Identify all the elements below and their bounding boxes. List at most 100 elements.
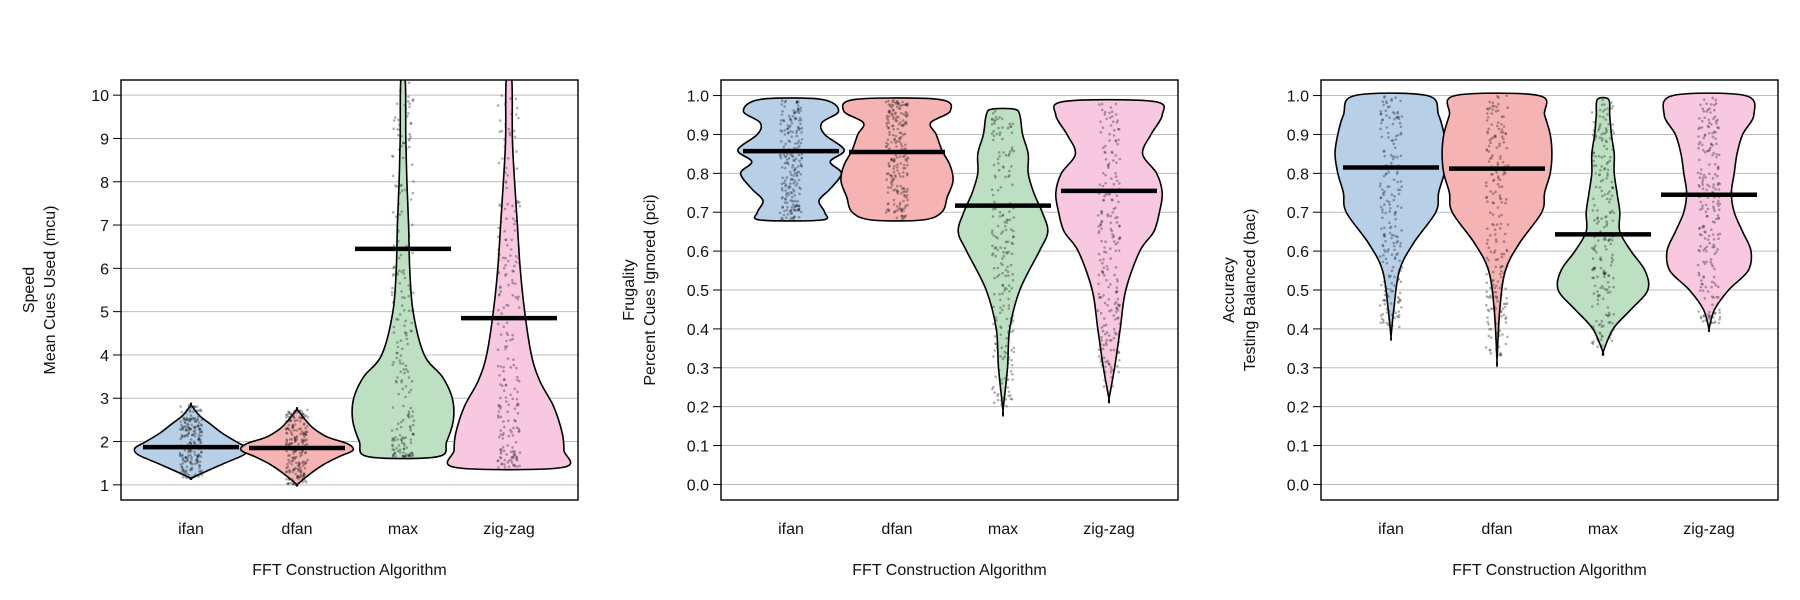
data-point	[1100, 212, 1104, 215]
data-point	[898, 172, 901, 175]
data-point	[1007, 394, 1010, 398]
data-point	[501, 446, 505, 449]
data-point	[197, 475, 200, 478]
data-point	[1707, 118, 1711, 122]
data-point	[300, 450, 304, 454]
data-point	[198, 460, 202, 464]
data-point	[1000, 117, 1004, 121]
data-point	[499, 286, 502, 290]
data-point	[189, 417, 192, 421]
data-point	[1110, 198, 1114, 201]
data-point	[394, 455, 398, 458]
data-point	[304, 479, 307, 482]
data-point	[998, 116, 1001, 119]
data-point	[1393, 195, 1396, 198]
data-point	[798, 144, 801, 148]
data-point	[786, 127, 790, 130]
data-point	[1008, 169, 1011, 173]
data-point	[1097, 230, 1101, 233]
data-point	[799, 173, 802, 176]
data-point	[1715, 295, 1718, 299]
data-point	[887, 164, 891, 168]
data-point	[402, 451, 405, 454]
data-point	[408, 287, 412, 291]
data-point	[513, 407, 517, 411]
data-point	[499, 415, 503, 419]
data-point	[499, 452, 503, 455]
data-point	[1608, 190, 1611, 193]
data-point	[887, 202, 890, 205]
data-point	[1710, 228, 1713, 231]
data-point	[794, 184, 798, 187]
data-point	[1702, 275, 1705, 278]
data-point	[892, 167, 895, 171]
data-point	[990, 118, 994, 121]
data-point	[1500, 315, 1503, 318]
data-point	[994, 375, 997, 379]
data-point	[1495, 350, 1498, 353]
data-point	[1001, 308, 1004, 312]
data-point	[1706, 108, 1710, 111]
data-point	[900, 187, 904, 190]
data-point	[513, 229, 517, 232]
data-point	[1011, 273, 1014, 276]
data-point	[1590, 341, 1594, 345]
data-point	[1116, 297, 1120, 301]
data-point	[783, 209, 786, 213]
data-point	[1710, 280, 1714, 284]
data-point	[505, 166, 508, 170]
data-point	[894, 175, 897, 178]
data-point	[1494, 258, 1498, 262]
data-point	[785, 158, 789, 161]
data-point	[184, 429, 188, 432]
data-point	[902, 187, 906, 191]
data-point	[1103, 317, 1106, 320]
data-point	[301, 416, 304, 420]
data-point	[299, 475, 302, 479]
data-point	[179, 405, 182, 408]
data-point	[999, 232, 1003, 235]
data-point	[1393, 275, 1396, 279]
data-point	[1102, 343, 1105, 347]
data-point	[1611, 258, 1615, 262]
data-point	[898, 136, 901, 140]
data-point	[1103, 150, 1106, 154]
data-point	[795, 101, 799, 104]
data-point	[1710, 321, 1714, 325]
data-point	[780, 218, 783, 221]
data-point	[1399, 99, 1402, 103]
data-point	[1496, 182, 1500, 186]
data-point	[391, 443, 394, 447]
data-point	[1592, 328, 1596, 331]
data-point	[1709, 146, 1712, 150]
data-point	[888, 165, 891, 168]
data-point	[403, 103, 407, 107]
data-point	[890, 113, 894, 116]
data-point	[1118, 303, 1121, 307]
data-point	[518, 201, 521, 204]
data-point	[1489, 296, 1493, 299]
data-point	[178, 428, 182, 431]
data-point	[1114, 175, 1118, 178]
data-point	[1397, 115, 1400, 119]
data-point	[800, 164, 804, 168]
data-point	[303, 435, 306, 439]
data-point	[792, 207, 796, 210]
data-point	[896, 189, 900, 193]
data-point	[404, 331, 408, 335]
data-point	[1602, 273, 1606, 276]
data-point	[1591, 268, 1594, 272]
data-point	[186, 456, 190, 460]
data-point	[1705, 214, 1709, 218]
data-point	[1495, 171, 1498, 174]
data-point	[1717, 217, 1721, 220]
data-point	[182, 468, 185, 471]
data-point	[1592, 151, 1595, 154]
data-point	[1011, 378, 1014, 381]
data-point	[518, 204, 522, 208]
data-point	[197, 437, 200, 441]
data-point	[791, 155, 795, 158]
data-point	[796, 108, 800, 112]
data-point	[293, 483, 296, 486]
data-point	[996, 236, 999, 240]
